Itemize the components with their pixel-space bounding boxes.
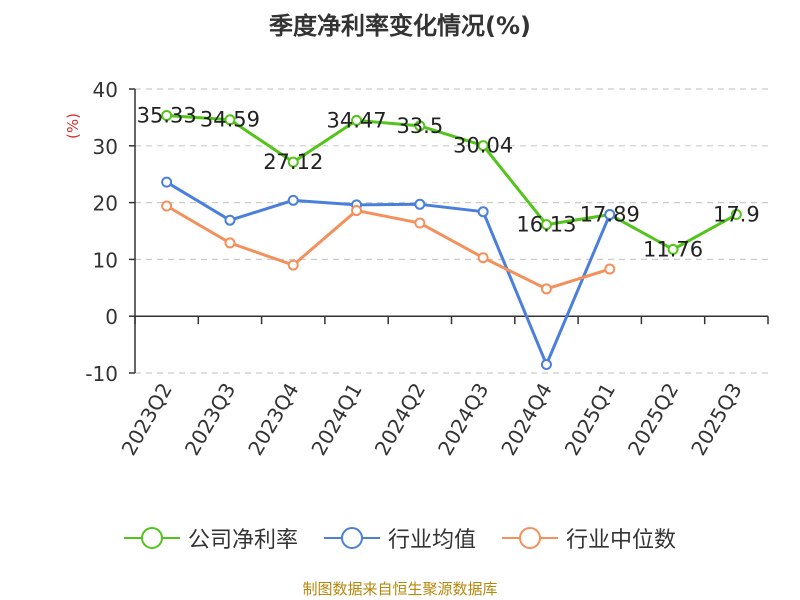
data-point [667, 243, 679, 255]
chart-title: 季度净利率变化情况(%) [269, 12, 531, 40]
y-axis-label: (%) [64, 113, 82, 139]
data-label: 17.9 [713, 203, 760, 227]
y-tick-label: 40 [93, 78, 118, 102]
data-point [287, 259, 299, 271]
data-point [477, 252, 489, 264]
data-label: 27.12 [263, 150, 323, 174]
data-point [414, 217, 426, 229]
x-tick-label: 2023Q4 [243, 379, 303, 460]
legend-marker-icon [323, 526, 380, 550]
x-tick-label: 2024Q3 [433, 379, 493, 460]
data-point [351, 114, 363, 126]
data-point [540, 219, 552, 231]
data-point [161, 176, 173, 188]
x-tick-label: 2024Q1 [306, 379, 366, 460]
data-point [540, 358, 552, 370]
y-tick-label: -10 [85, 362, 118, 386]
data-label: 34.59 [200, 108, 260, 132]
data-point [224, 214, 236, 226]
series-line [166, 114, 738, 251]
legend-item[interactable]: 行业中位数 [502, 522, 676, 554]
legend-label: 公司净利率 [187, 528, 298, 553]
x-tick-label: 2024Q2 [370, 379, 430, 460]
legend-marker-icon [502, 526, 558, 550]
x-tick-label: 2025Q1 [560, 379, 620, 460]
data-label: 30.04 [453, 134, 513, 158]
data-label: 34.47 [326, 108, 386, 132]
y-tick-label: 20 [93, 192, 118, 216]
data-label: 17.89 [580, 203, 640, 227]
source-note: 制图数据来自恒生聚源数据库 [302, 580, 498, 598]
legend-label: 行业均值 [387, 528, 476, 553]
data-point [414, 120, 426, 132]
y-tick-label: 10 [93, 248, 118, 272]
data-point [351, 205, 363, 217]
legend-item[interactable]: 行业均值 [323, 522, 476, 554]
legend: 公司净利率 行业均值 行业中位数 [0, 522, 800, 554]
series-line [165, 180, 612, 366]
data-point [604, 263, 616, 275]
y-tick-label: 30 [93, 135, 118, 159]
y-tick-label: 0 [105, 305, 118, 329]
x-tick-label: 2024Q4 [496, 379, 556, 460]
data-label: 16.13 [516, 213, 576, 237]
data-point [287, 194, 299, 206]
data-point [477, 206, 489, 218]
data-label: 33.5 [396, 114, 443, 138]
data-label: 11.76 [643, 237, 703, 261]
data-point [477, 140, 489, 152]
data-point [730, 209, 742, 221]
legend-item[interactable]: 公司净利率 [123, 522, 298, 554]
legend-label: 行业中位数 [566, 528, 677, 553]
data-point [540, 283, 552, 295]
data-point [224, 237, 236, 249]
x-tick-label: 2023Q3 [180, 379, 240, 460]
data-point [161, 200, 173, 212]
series-lines [161, 110, 742, 370]
legend-marker-icon [123, 526, 180, 550]
data-label: 35.33 [137, 104, 197, 128]
x-tick-label: 2023Q2 [117, 379, 177, 460]
data-point [161, 110, 173, 122]
x-tick-label: 2025Q2 [623, 379, 683, 460]
data-point [604, 209, 616, 221]
data-point [414, 198, 426, 210]
series-line [165, 204, 611, 291]
data-point [287, 156, 299, 168]
x-tick-label: 2025Q3 [686, 379, 746, 460]
data-point [224, 114, 236, 126]
